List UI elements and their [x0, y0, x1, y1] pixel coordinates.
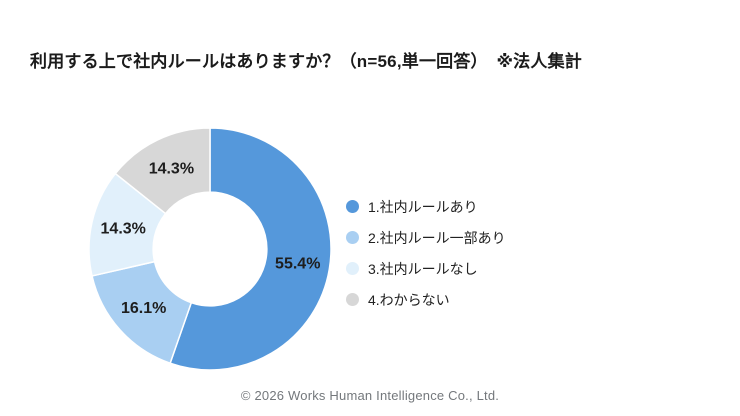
legend-item: 2.社内ルール一部あり: [346, 228, 506, 247]
legend-item: 1.社内ルールあり: [346, 197, 506, 216]
donut-svg: 55.4% 16.1% 14.3% 14.3%: [88, 127, 332, 371]
legend-item-label: 1.社内ルールあり: [368, 198, 478, 215]
legend-item: 4.わからない: [346, 290, 506, 309]
donut-slice: [114, 127, 211, 215]
legend-dot-icon: [346, 262, 359, 275]
copyright-text: © 2026 Works Human Intelligence Co., Ltd…: [240, 388, 500, 403]
legend-dot-icon: [346, 231, 359, 244]
legend-dot-icon: [346, 200, 359, 213]
legend-item-label: 2.社内ルール一部あり: [368, 229, 506, 246]
slice-percentage-label: 16.1%: [121, 300, 166, 317]
chart-title: 利用する上で社内ルールはありますか？（n=56,単一回答） ※法人集計: [30, 52, 582, 71]
legend-item: 3.社内ルールなし: [346, 259, 506, 278]
donut-chart: 55.4% 16.1% 14.3% 14.3%: [0, 104, 420, 394]
slice-percentage-label: 14.3%: [101, 221, 146, 238]
chart-legend: 1.社内ルールあり 2.社内ルール一部あり 3.社内ルールなし 4.わからない: [346, 197, 506, 309]
legend-dot-icon: [346, 293, 359, 306]
slice-percentage-label: 14.3%: [149, 160, 194, 177]
legend-item-label: 3.社内ルールなし: [368, 260, 478, 277]
legend-item-label: 4.わからない: [368, 291, 450, 308]
slice-percentage-label: 55.4%: [275, 255, 320, 272]
